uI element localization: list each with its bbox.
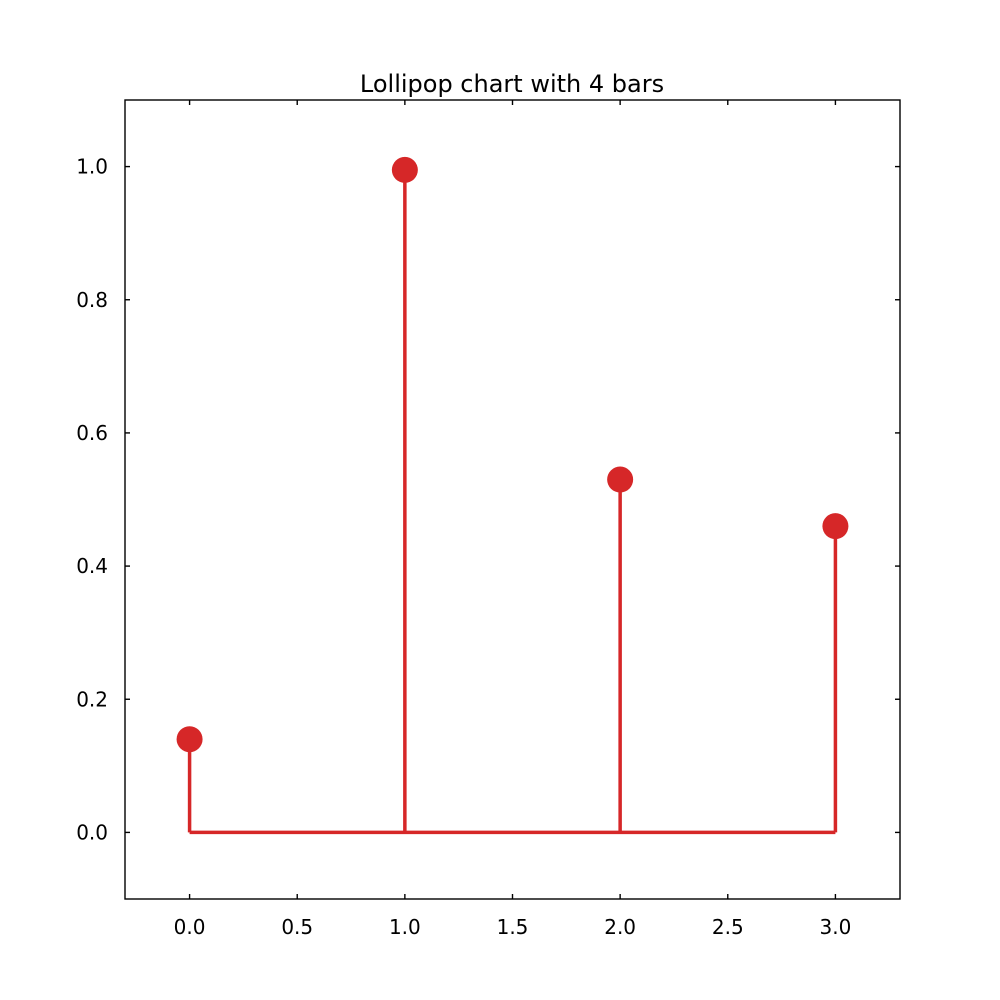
lollipop-marker xyxy=(391,156,418,183)
x-tick-label: 2.5 xyxy=(712,915,744,939)
y-tick-label: 0.6 xyxy=(76,421,108,445)
x-tick-label: 1.5 xyxy=(497,915,529,939)
x-tick-label: 2.0 xyxy=(604,915,636,939)
y-tick-label: 0.8 xyxy=(76,288,108,312)
y-tick-label: 1.0 xyxy=(76,155,108,179)
plot-area: 0.0 0.5 1.0 1.5 2.0 2.5 3.0 0.0 0.2 0.4 0.6 0.8 1.0 xyxy=(76,100,900,939)
lollipop-marker xyxy=(607,466,634,493)
y-tick-label: 0.0 xyxy=(76,820,108,844)
chart-title: Lollipop chart with 4 bars xyxy=(360,70,664,98)
lollipop-marker xyxy=(176,726,203,753)
y-tick-label: 0.4 xyxy=(76,554,108,578)
x-tick-label: 1.0 xyxy=(389,915,421,939)
lollipop-marker xyxy=(822,513,849,540)
x-tick-label: 0.5 xyxy=(281,915,313,939)
y-tick-label: 0.2 xyxy=(76,687,108,711)
x-tick-label: 3.0 xyxy=(820,915,852,939)
axes-frame xyxy=(124,99,901,900)
x-tick-label: 0.0 xyxy=(174,915,206,939)
